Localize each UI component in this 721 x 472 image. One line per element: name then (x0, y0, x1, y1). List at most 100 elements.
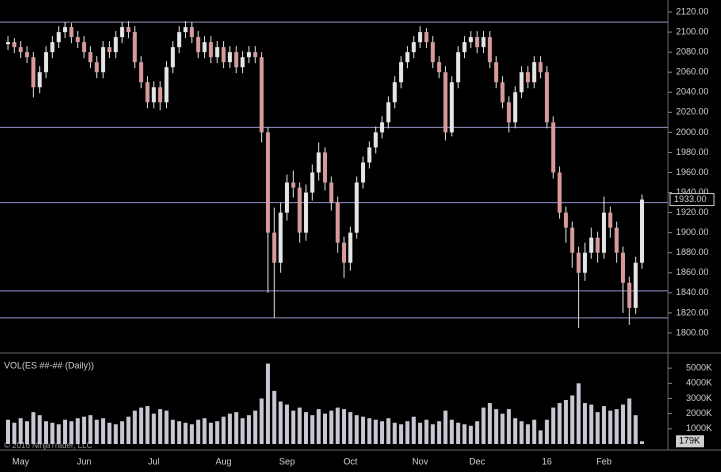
candle-body (177, 32, 182, 48)
candle-body (132, 32, 137, 63)
candle-body (342, 242, 347, 263)
volume-bar (240, 418, 245, 444)
volume-bar (582, 403, 587, 444)
volume-bar (208, 422, 213, 444)
candle-body (551, 122, 556, 173)
candle-body (354, 182, 359, 233)
volume-bar (234, 412, 239, 444)
candle-body (405, 52, 410, 63)
candle-body (640, 199, 644, 263)
last-price-box (669, 193, 715, 207)
volume-bar (544, 419, 549, 444)
volume-bar (373, 419, 378, 444)
candle-body (595, 237, 600, 253)
candle-body (576, 252, 581, 273)
volume-bar (506, 409, 511, 444)
candle-body (44, 52, 49, 73)
volume-bar (88, 415, 93, 444)
volume-bar (405, 421, 410, 444)
y-tick-label: 2020.00 (676, 107, 709, 117)
y-tick-label: 1840.00 (676, 287, 709, 297)
x-tick-label: 16 (542, 456, 552, 466)
volume-bar (418, 422, 423, 444)
volume-bar (601, 406, 606, 444)
candle-body (18, 47, 23, 53)
candle-body (82, 42, 87, 53)
candle-body (113, 37, 118, 53)
candle-body (94, 62, 99, 73)
volume-bar (462, 424, 467, 444)
candle-body (323, 152, 327, 183)
volume-bar (259, 398, 264, 444)
volume-bar (120, 421, 125, 444)
candle-body (601, 212, 606, 253)
candle-body (170, 47, 175, 68)
volume-bar (640, 441, 644, 444)
volume-bar (449, 419, 454, 444)
volume-bar (513, 418, 518, 444)
volume-bar (151, 413, 156, 444)
candle-body (221, 47, 226, 63)
x-tick-label: Oct (343, 456, 358, 466)
y-tick-label: 2000.00 (676, 127, 709, 137)
volume-bar (487, 403, 492, 444)
candle-body (443, 72, 448, 133)
candle-body (12, 42, 17, 48)
volume-bar (63, 419, 68, 444)
volume-bar (386, 418, 391, 444)
volume-tick-label: 2000K (686, 408, 712, 418)
volume-bar (563, 400, 568, 444)
candle-body (570, 227, 575, 253)
volume-bar (6, 419, 10, 444)
candle-body (189, 27, 194, 38)
candle-body (633, 262, 638, 308)
candle-body (31, 57, 36, 88)
candle-body (37, 72, 42, 88)
volume-bar (620, 404, 625, 444)
volume-bar (316, 409, 321, 444)
candle-body (608, 212, 613, 228)
candle-body (69, 27, 74, 38)
volume-bar (335, 407, 340, 444)
candle-body (25, 52, 30, 58)
candle-body (101, 47, 106, 73)
candle-body (589, 237, 594, 253)
candle-body (525, 72, 530, 83)
volume-bar (570, 395, 575, 444)
candle-body (620, 252, 625, 283)
volume-bar (411, 416, 416, 444)
y-tick-label: 1800.00 (676, 327, 709, 337)
volume-bar (532, 419, 537, 444)
candle-body (63, 27, 68, 33)
candle-body (361, 162, 366, 183)
volume-bar (430, 424, 435, 444)
volume-bar (329, 410, 334, 444)
candle-body (456, 52, 461, 83)
volume-bar (361, 416, 366, 444)
candle-body (538, 62, 543, 73)
candle-body (183, 27, 188, 33)
volume-bar (399, 424, 404, 444)
volume-bar (158, 409, 163, 444)
x-tick-label: Jul (148, 456, 160, 466)
volume-bar (37, 415, 42, 444)
volume-bar (475, 421, 480, 444)
candle-body (215, 47, 220, 58)
volume-bar (468, 425, 473, 444)
candle-body (532, 62, 537, 83)
volume-bar (164, 410, 169, 444)
volume-bar (519, 421, 524, 444)
volume-bar (608, 410, 613, 444)
candle-body (506, 102, 511, 123)
volume-bar (183, 422, 188, 444)
candle-body (430, 42, 435, 63)
volume-bar (354, 415, 359, 444)
volume-bar (246, 415, 251, 444)
x-tick-label: Aug (216, 456, 232, 466)
volume-bar (272, 390, 277, 444)
x-tick-label: Dec (469, 456, 486, 466)
candle-body (627, 282, 632, 308)
x-tick-label: Sep (279, 456, 295, 466)
volume-bar (50, 422, 55, 444)
volume-bar (221, 416, 226, 444)
